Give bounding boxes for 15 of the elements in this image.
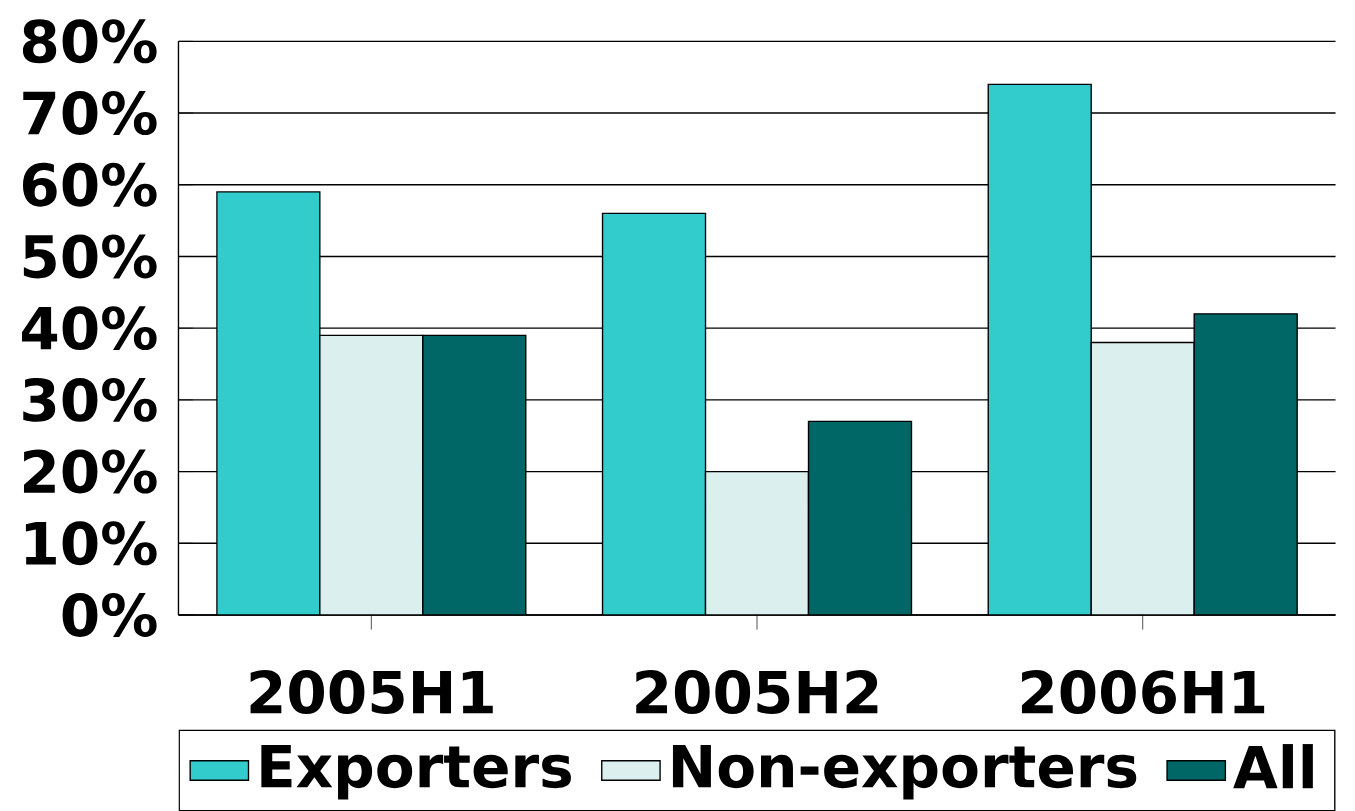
y-tick-label: 10%: [25, 521, 157, 566]
y-tick-label: 50%: [23, 234, 157, 279]
y-tick-label: 0%: [62, 592, 157, 637]
legend-label: Non-exporters: [672, 744, 1137, 800]
x-tick-label: 2005H2: [636, 669, 878, 714]
y-tick-label: 60%: [22, 162, 157, 207]
y-tick-label: 30%: [23, 377, 157, 422]
x-tick-label: 2006H1: [1021, 669, 1265, 714]
legend-label: All: [1233, 743, 1313, 789]
y-tick-label: 70%: [23, 90, 157, 135]
y-tick-label: 80%: [22, 19, 157, 64]
y-tick-label: 20%: [23, 449, 157, 494]
x-tick-label: 2005H1: [250, 669, 493, 714]
y-tick-label: 40%: [22, 306, 157, 350]
legend-label: Exporters: [261, 744, 571, 800]
